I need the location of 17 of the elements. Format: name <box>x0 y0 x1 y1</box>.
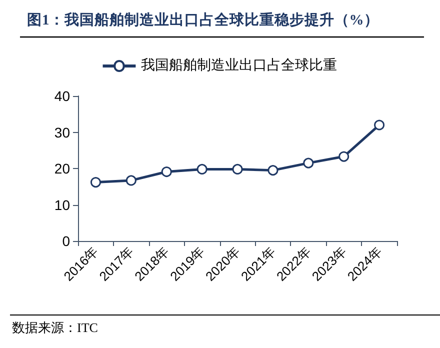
y-tick-label: 10 <box>54 196 70 213</box>
y-tick-label: 40 <box>54 88 70 104</box>
source-note: 数据来源：ITC <box>12 320 98 335</box>
y-tick-label: 0 <box>62 233 70 249</box>
point <box>126 175 136 186</box>
legend-label: 我国船舶制造业出口占全球比重 <box>141 58 338 74</box>
point <box>303 158 314 168</box>
point <box>232 164 243 174</box>
point <box>268 165 278 176</box>
y-tick-label: 20 <box>54 160 70 176</box>
point <box>90 177 101 188</box>
point <box>161 166 172 178</box>
point <box>374 120 385 130</box>
point <box>196 164 208 174</box>
point <box>338 151 350 162</box>
chart-title: 图1：我国船舶制造业出口占全球比重稳步提升（%） <box>27 12 379 28</box>
y-tick-label: 30 <box>54 124 70 140</box>
